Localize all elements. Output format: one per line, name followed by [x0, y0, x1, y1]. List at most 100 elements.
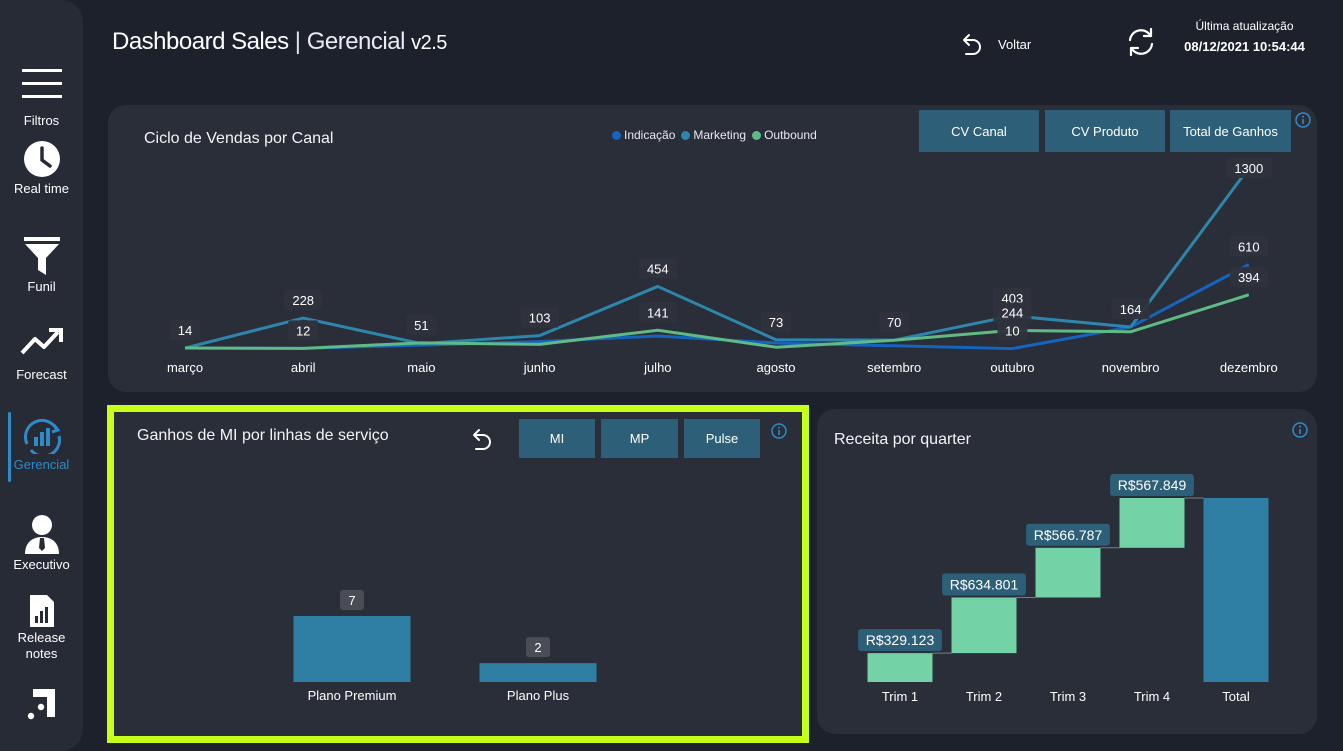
svg-text:103: 103 [529, 311, 551, 326]
info-icon[interactable] [1295, 112, 1311, 128]
last-update-value: 08/12/2021 10:54:44 [1184, 39, 1305, 54]
data-label: 610 [1229, 236, 1268, 257]
x-tick-label: Trim 3 [1050, 689, 1086, 704]
hamburger-menu-icon [21, 69, 62, 98]
x-tick-label: Trim 4 [1134, 689, 1170, 704]
bar-plano-premium[interactable] [293, 616, 411, 682]
release-notes-icon [29, 595, 54, 627]
svg-text:394: 394 [1238, 270, 1260, 285]
nav-forecast[interactable]: Forecast [0, 326, 83, 383]
revenue-waterfall-chart: Trim 1 Trim 2 Trim 3 Trim 4 Total R$329.123 R$… [858, 474, 1269, 704]
waterfall-bar-trim-3[interactable] [1035, 547, 1101, 598]
nav-notes-label: notes [25, 646, 58, 661]
back-button[interactable]: Voltar [956, 30, 1031, 58]
svg-text:R$634.801: R$634.801 [950, 576, 1019, 592]
x-tick-label: Total [1222, 689, 1250, 704]
x-tick-label: julho [643, 360, 671, 375]
executive-person-icon [24, 515, 59, 554]
last-update-label: Última atualização [1195, 19, 1294, 33]
legend-label-outbound: Outbound [764, 128, 817, 142]
svg-text:454: 454 [647, 261, 669, 276]
undo-arrow-icon[interactable] [466, 425, 494, 453]
nav-gerencial[interactable]: Gerencial [0, 418, 83, 473]
legend-label-marketing: Marketing [693, 128, 747, 142]
total-ganhos-button[interactable]: Total de Ganhos [1170, 110, 1291, 152]
legend-item-marketing: Marketing [681, 128, 746, 142]
svg-text:12: 12 [296, 323, 310, 338]
refresh-icon [1128, 27, 1154, 57]
title-main: Dashboard Sales [112, 28, 289, 55]
mi-button[interactable]: MI [519, 419, 595, 458]
waterfall-value-label: R$566.787 [1026, 523, 1110, 546]
data-label: 164 [1111, 299, 1150, 320]
nav-release-label: Release [17, 630, 66, 645]
nav-real-time-label: Real time [14, 181, 69, 196]
sales-cycle-title: Ciclo de Vendas por Canal [144, 130, 334, 147]
x-tick-label: setembro [867, 360, 921, 375]
title-version: v2.5 [411, 32, 447, 54]
series-line-indicacao [184, 263, 1250, 351]
x-tick-label: dezembro [1220, 360, 1278, 375]
nav-brand[interactable] [0, 686, 83, 720]
svg-text:141: 141 [647, 305, 669, 320]
data-label: 244 [993, 302, 1032, 323]
series-line-outbound [184, 293, 1250, 350]
refresh-button[interactable] [1125, 26, 1157, 63]
data-label: 73 [761, 311, 791, 332]
svg-text:R$566.787: R$566.787 [1034, 527, 1103, 543]
x-tick-label: maio [407, 360, 435, 375]
cv-canal-button[interactable]: CV Canal [919, 110, 1039, 152]
bar-plano-plus[interactable] [479, 663, 597, 682]
cv-produto-button[interactable]: CV Produto [1045, 110, 1165, 152]
waterfall-bar-trim-4[interactable] [1119, 498, 1185, 548]
pulse-button[interactable]: Pulse [684, 419, 760, 458]
waterfall-bar-trim-1[interactable] [867, 653, 933, 682]
x-tick-label: abril [291, 360, 316, 375]
page-title: Dashboard Sales | Gerencial v2.5 [112, 28, 447, 56]
sales-cycle-card [108, 105, 1317, 392]
chart-legend: Indicação Marketing Outbound [612, 128, 817, 142]
active-indicator [8, 412, 11, 482]
title-sub: Gerencial [306, 28, 406, 55]
nav-release-notes[interactable]: Release notes [0, 594, 83, 662]
svg-text:164: 164 [1120, 302, 1142, 317]
sales-cycle-line-chart: março abril maio junho julho agosto setembro ou… [167, 158, 1278, 375]
mi-gains-title: Ganhos de MI por linhas de serviço [137, 427, 389, 444]
nav-filtros[interactable]: Filtros [0, 68, 83, 129]
title-separator: | [294, 28, 301, 55]
legend-item-outbound: Outbound [752, 128, 817, 142]
x-tick-label: Trim 1 [882, 689, 918, 704]
data-label: 14 [170, 320, 200, 341]
svg-text:10: 10 [1005, 324, 1019, 339]
undo-arrow-icon [963, 34, 981, 55]
nav-funil[interactable]: Funil [0, 236, 83, 295]
trend-arrow-icon [20, 328, 63, 355]
legend-item-indicacao: Indicação [612, 128, 675, 142]
waterfall-value-label: R$329.123 [858, 629, 942, 652]
management-chart-icon [23, 418, 61, 454]
info-icon[interactable] [771, 423, 787, 439]
legend-label-indicacao: Indicação [624, 128, 676, 142]
svg-text:14: 14 [178, 323, 192, 338]
waterfall-bar-trim-2[interactable] [951, 597, 1017, 654]
mp-button[interactable]: MP [601, 419, 678, 458]
data-label: 228 [284, 290, 323, 311]
nav-executivo[interactable]: Executivo [0, 514, 83, 573]
funnel-icon [23, 237, 60, 275]
data-label: 103 [520, 307, 559, 328]
x-tick-label: agosto [756, 360, 795, 375]
nav-real-time[interactable]: Real time [0, 140, 83, 197]
revenue-title: Receita por quarter [834, 431, 971, 448]
waterfall-value-label: R$567.849 [1110, 474, 1194, 496]
waterfall-bar-total[interactable] [1203, 498, 1269, 682]
last-update: Última atualização 08/12/2021 10:54:44 [1172, 18, 1317, 57]
svg-text:2: 2 [534, 640, 541, 655]
svg-text:403: 403 [1002, 291, 1024, 306]
x-tick-label: outubro [990, 360, 1034, 375]
back-label: Voltar [998, 36, 1032, 52]
nav-executivo-label: Executivo [13, 557, 70, 572]
svg-text:R$329.123: R$329.123 [866, 632, 935, 648]
info-icon[interactable] [1292, 422, 1308, 438]
nav-funil-label: Funil [27, 279, 56, 294]
nav-forecast-label: Forecast [16, 367, 67, 382]
